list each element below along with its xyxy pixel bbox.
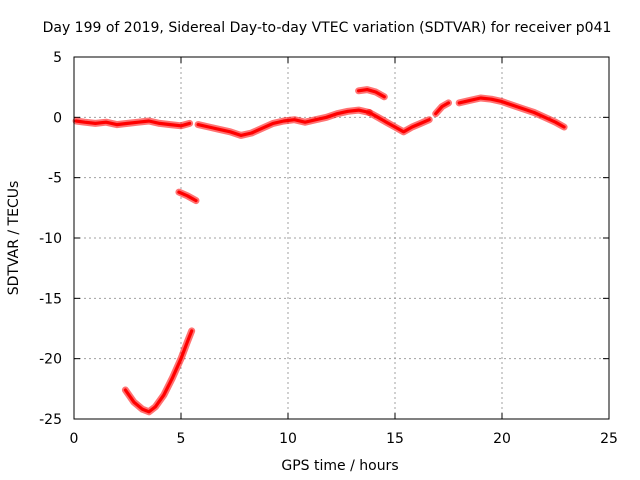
series-main-trace-c [367,110,431,134]
series-right-trace [457,96,566,129]
x-axis-label: GPS time / hours [281,458,398,474]
y-tick-label: 5 [53,50,62,66]
x-tick-label: 10 [279,431,297,447]
chart-title: Day 199 of 2019, Sidereal Day-to-day VTE… [43,20,612,36]
x-tick-label: 0 [70,431,79,447]
series-right-trace-halo [455,94,568,131]
plot-frame [73,56,610,420]
y-tick-label: -15 [39,291,62,307]
y-axis-label: SDTVAR / TECUs [6,181,22,296]
x-tick-label: 20 [493,431,511,447]
y-tick-label: 0 [53,110,62,126]
series-upper-short [357,87,386,99]
y-tick-label: -20 [39,352,62,368]
series-main-trace-b [196,108,371,137]
series-deep-dip [123,329,194,414]
series-isolated-segment [177,190,198,203]
x-tick-label: 15 [386,431,404,447]
y-tick-label: -25 [39,412,62,428]
y-tick-label: -10 [39,231,62,247]
series-layer [72,86,568,416]
y-tick-label: -5 [48,171,62,187]
x-tick-label: 5 [177,431,186,447]
series-right-start [434,101,451,116]
x-tick-label: 25 [600,431,618,447]
series-main-trace-a [74,119,192,128]
